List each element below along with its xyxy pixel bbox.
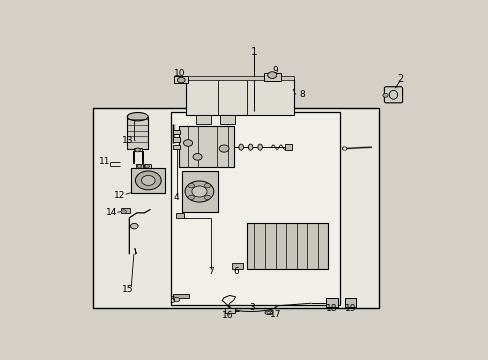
Circle shape xyxy=(173,297,180,302)
Bar xyxy=(173,137,180,141)
Bar xyxy=(173,145,180,149)
Bar xyxy=(195,115,210,123)
Text: 11: 11 xyxy=(99,157,110,166)
Circle shape xyxy=(204,183,210,188)
Text: 5: 5 xyxy=(169,296,175,305)
Circle shape xyxy=(135,171,161,190)
Text: 13: 13 xyxy=(122,136,133,145)
Text: 15: 15 xyxy=(122,285,133,294)
Bar xyxy=(171,112,339,305)
Text: 7: 7 xyxy=(207,266,213,275)
Bar xyxy=(224,308,235,312)
Bar xyxy=(127,117,148,149)
Circle shape xyxy=(188,183,194,188)
Text: 1: 1 xyxy=(250,46,257,57)
Ellipse shape xyxy=(248,144,252,150)
Text: 4: 4 xyxy=(174,193,179,202)
Circle shape xyxy=(135,148,140,152)
Bar xyxy=(326,298,337,307)
Bar xyxy=(178,126,233,167)
Bar xyxy=(174,76,188,84)
Circle shape xyxy=(184,181,213,202)
Bar xyxy=(344,298,355,307)
Bar xyxy=(220,115,235,123)
Text: 16: 16 xyxy=(222,311,233,320)
Circle shape xyxy=(130,223,138,229)
Bar xyxy=(121,208,130,213)
Circle shape xyxy=(141,175,155,185)
Circle shape xyxy=(193,153,202,160)
Bar xyxy=(143,164,150,168)
Circle shape xyxy=(219,145,228,152)
Text: 6: 6 xyxy=(233,266,239,275)
Ellipse shape xyxy=(127,112,148,121)
FancyBboxPatch shape xyxy=(384,87,402,103)
Text: 19: 19 xyxy=(344,304,355,313)
Circle shape xyxy=(342,147,346,150)
Bar xyxy=(136,164,142,168)
Bar xyxy=(232,263,243,269)
Circle shape xyxy=(177,77,184,83)
Bar xyxy=(181,171,217,212)
Bar xyxy=(173,130,180,134)
Text: 9: 9 xyxy=(272,66,278,75)
Bar xyxy=(246,223,327,269)
Circle shape xyxy=(382,93,387,97)
Bar xyxy=(131,168,165,193)
Bar xyxy=(133,148,142,151)
Bar xyxy=(173,293,188,298)
Bar xyxy=(186,79,294,115)
Circle shape xyxy=(121,210,126,214)
Text: 2: 2 xyxy=(396,74,403,84)
Text: 12: 12 xyxy=(114,190,125,199)
Bar xyxy=(186,76,294,80)
Text: 3: 3 xyxy=(249,303,255,312)
Bar xyxy=(93,108,379,308)
Circle shape xyxy=(267,72,276,78)
Bar xyxy=(176,213,184,218)
Bar xyxy=(284,144,291,150)
Ellipse shape xyxy=(257,144,262,150)
Circle shape xyxy=(144,165,149,168)
Circle shape xyxy=(188,195,194,199)
Circle shape xyxy=(137,165,142,168)
Bar xyxy=(264,73,280,81)
Circle shape xyxy=(183,140,192,146)
Text: 10: 10 xyxy=(173,69,185,78)
Text: 18: 18 xyxy=(325,304,337,313)
Circle shape xyxy=(191,186,206,197)
Circle shape xyxy=(204,195,210,199)
Ellipse shape xyxy=(264,311,272,315)
Text: 14: 14 xyxy=(105,208,117,217)
Text: 17: 17 xyxy=(269,310,281,319)
Text: 8: 8 xyxy=(298,90,304,99)
Ellipse shape xyxy=(238,144,243,150)
